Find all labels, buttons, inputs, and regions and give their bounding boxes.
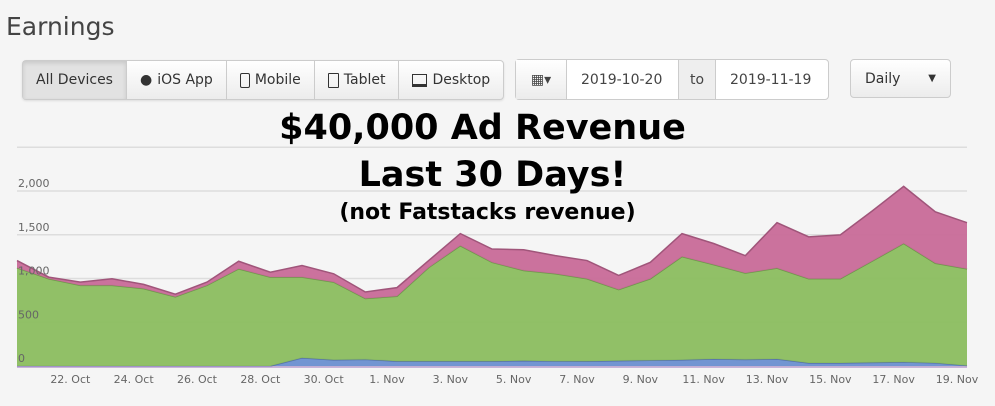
x-tick-label: 28. Oct: [240, 373, 281, 386]
date-separator: to: [679, 60, 716, 99]
x-tick-label: 1. Nov: [369, 373, 405, 386]
button-label: All Devices: [36, 72, 113, 88]
overlay-subheadline: Last 30 Days!: [358, 155, 627, 195]
y-tick-label: 2,000: [18, 177, 50, 190]
y-tick-label: 500: [18, 308, 39, 321]
interval-value: Daily: [865, 70, 901, 87]
x-tick-label: 26. Oct: [177, 373, 218, 386]
tablet-button[interactable]: Tablet: [315, 61, 400, 99]
x-tick-label: 11. Nov: [682, 373, 725, 386]
overlay-note: (not Fatstacks revenue): [339, 200, 636, 225]
x-tick-label: 15. Nov: [809, 373, 852, 386]
x-tick-label: 3. Nov: [433, 373, 469, 386]
desktop-icon: [412, 73, 428, 87]
button-label: Tablet: [343, 72, 386, 88]
mobile-button[interactable]: Mobile: [227, 61, 315, 99]
button-label: iOS App: [157, 72, 213, 88]
y-tick-label: 1,000: [18, 265, 50, 278]
button-label: Mobile: [254, 72, 301, 88]
x-tick-label: 5. Nov: [496, 373, 532, 386]
calendar-dropdown-button[interactable]: ▦▾: [516, 60, 567, 99]
y-tick-label: 1,500: [18, 221, 50, 234]
page-title: Earnings: [6, 12, 115, 41]
x-tick-label: 19. Nov: [936, 373, 979, 386]
x-tick-label: 22. Oct: [50, 373, 91, 386]
x-tick-label: 17. Nov: [872, 373, 915, 386]
overlay-headline: $40,000 Ad Revenue: [279, 108, 686, 148]
caret-down-icon: ▼: [928, 73, 936, 84]
tablet-icon: [327, 72, 339, 88]
button-label: Desktop: [432, 72, 491, 88]
x-tick-label: 30. Oct: [304, 373, 345, 386]
desktop-button[interactable]: Desktop: [399, 61, 503, 99]
date-from-input[interactable]: 2019-10-20: [567, 60, 679, 99]
ios-app-button[interactable]: ● iOS App: [127, 61, 227, 99]
x-tick-label: 9. Nov: [623, 373, 659, 386]
area-series-2: [17, 186, 967, 299]
device-filter: All Devices ● iOS App Mobile Tablet Deskt…: [22, 60, 505, 100]
x-tick-label: 7. Nov: [559, 373, 595, 386]
interval-select[interactable]: Daily ▼: [850, 59, 951, 98]
apple-icon: ●: [139, 72, 153, 88]
all-devices-button[interactable]: All Devices: [23, 61, 127, 99]
date-range-picker: ▦▾ 2019-10-20 to 2019-11-19: [515, 59, 829, 100]
calendar-icon: ▦▾: [530, 71, 552, 88]
mobile-icon: [239, 72, 250, 88]
area-series-1: [17, 243, 967, 366]
x-tick-label: 24. Oct: [114, 373, 155, 386]
date-to-input[interactable]: 2019-11-19: [730, 71, 812, 88]
y-tick-label: 0: [18, 352, 25, 365]
x-tick-label: 13. Nov: [746, 373, 789, 386]
